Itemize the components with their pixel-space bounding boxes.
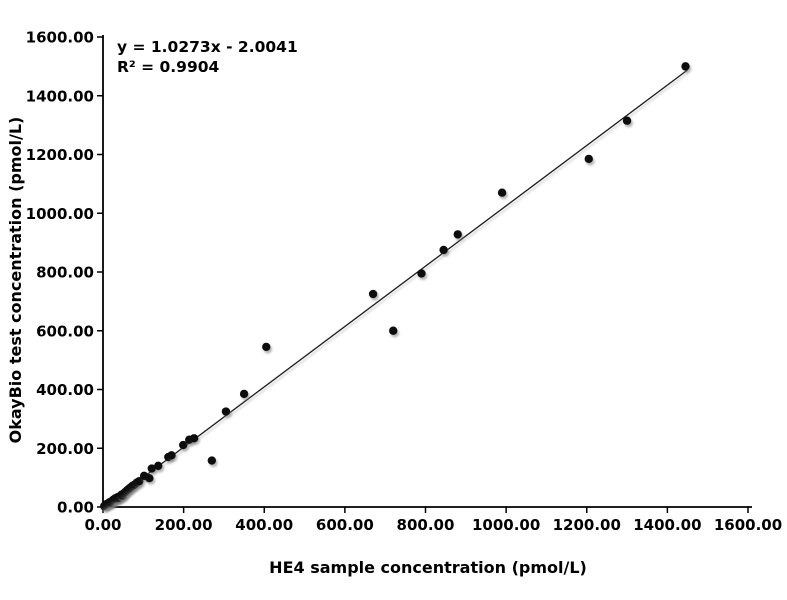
data-point — [417, 269, 426, 278]
x-tick-label: 400.00 — [235, 516, 293, 534]
data-point — [439, 245, 448, 255]
data-point — [221, 407, 231, 416]
r-squared-text: R² = 0.9904 — [117, 58, 220, 76]
data-point — [154, 461, 163, 471]
data-point — [147, 464, 156, 473]
y-tick-label: 600.00 — [36, 322, 94, 340]
y-axis-title: OkayBio test concentration (pmol/L) — [6, 117, 25, 444]
data-point — [497, 188, 507, 197]
y-tick-label: 200.00 — [36, 440, 94, 458]
x-tick-label: 0.00 — [84, 516, 121, 534]
y-tick-label: 800.00 — [36, 264, 94, 282]
x-tick-label: 200.00 — [155, 516, 213, 534]
x-tick-label: 1200.00 — [553, 516, 621, 534]
y-tick-label: 1400.00 — [26, 87, 94, 105]
x-tick-label: 600.00 — [316, 516, 374, 534]
x-tick-label: 1400.00 — [633, 516, 701, 534]
data-point — [622, 116, 632, 125]
trendline-equation-text: y = 1.0273x - 2.0041 — [117, 38, 298, 56]
x-tick-label: 1000.00 — [472, 516, 540, 534]
data-point — [135, 476, 144, 486]
data-point — [584, 154, 593, 164]
data-point — [389, 326, 398, 335]
y-tick-label: 1600.00 — [26, 29, 94, 47]
data-point — [681, 62, 690, 71]
data-point — [368, 289, 378, 299]
data-point — [239, 389, 249, 399]
data-point — [262, 342, 271, 352]
trendline — [102, 69, 688, 509]
y-tick-label: 1000.00 — [26, 205, 94, 223]
plot-area: 0.00 200.00 400.00 600.00 800.00 1000.00 1200.… — [26, 29, 782, 535]
data-point — [453, 230, 462, 239]
x-tick-label: 800.00 — [397, 516, 455, 534]
y-tick-label: 0.00 — [57, 499, 94, 517]
data-point — [167, 451, 176, 460]
x-axis-title: HE4 sample concentration (pmol/L) — [269, 558, 587, 577]
y-tick-label: 1200.00 — [26, 146, 94, 164]
data-point — [145, 474, 154, 483]
x-tick-label: 1600.00 — [714, 516, 782, 534]
data-point — [189, 434, 199, 443]
y-tick-label: 400.00 — [36, 381, 94, 399]
data-point — [179, 440, 188, 450]
data-point — [207, 456, 217, 465]
